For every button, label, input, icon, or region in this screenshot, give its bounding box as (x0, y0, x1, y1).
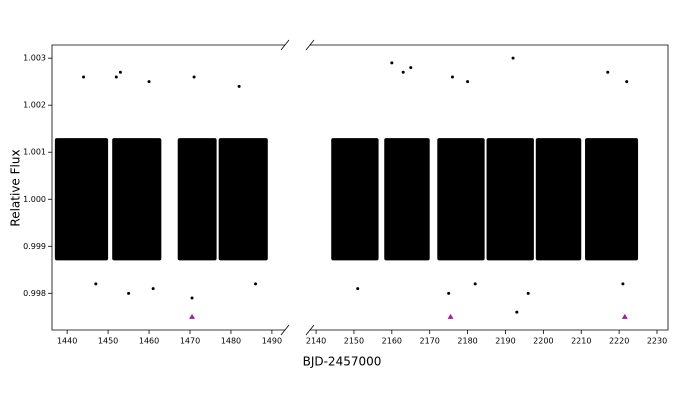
point (254, 282, 258, 286)
point (401, 70, 405, 74)
dense-points (486, 138, 534, 261)
x-tick-label: 1450 (98, 337, 118, 346)
x-tick-label: 1460 (139, 337, 159, 346)
point (237, 84, 241, 88)
point (190, 296, 194, 300)
point (606, 70, 610, 74)
x-tick-label: 2190 (495, 337, 515, 346)
left-panel-frame (51, 44, 285, 331)
x-tick-label: 1470 (180, 337, 200, 346)
dense-points (218, 138, 268, 261)
y-axis-label: Relative Flux (9, 149, 23, 226)
x-tick-label: 1480 (221, 337, 241, 346)
point (118, 70, 122, 74)
point (192, 75, 196, 79)
dense-points (535, 138, 582, 261)
y-tick-label: 0.998 (23, 289, 46, 298)
point (151, 287, 155, 291)
x-tick-label: 2180 (457, 337, 477, 346)
dense-points (384, 138, 430, 261)
x-tick-label: 2220 (609, 337, 629, 346)
point (127, 291, 131, 295)
point (621, 282, 625, 286)
x-tick-label: 2170 (420, 337, 440, 346)
y-tick-label: 1.001 (23, 148, 46, 157)
point (526, 291, 530, 295)
point (473, 282, 477, 286)
point (94, 282, 98, 286)
dense-points (177, 138, 217, 261)
dense-points (54, 138, 109, 261)
x-tick-label: 2150 (344, 337, 364, 346)
x-tick-label: 2210 (571, 337, 591, 346)
right-panel-frame (310, 44, 669, 331)
point (390, 61, 394, 65)
point (447, 291, 451, 295)
x-tick-label: 2230 (647, 337, 667, 346)
point (114, 75, 118, 79)
x-tick-label: 1490 (262, 337, 282, 346)
point (625, 80, 629, 84)
point (356, 287, 360, 291)
y-tick-label: 1.002 (23, 101, 46, 110)
x-tick-label: 1440 (57, 337, 77, 346)
transit-marker (621, 313, 628, 319)
point (450, 75, 454, 79)
y-tick-label: 1.003 (23, 54, 46, 63)
axis-break (280, 39, 315, 336)
point (515, 310, 519, 314)
dense-points (112, 138, 162, 261)
y-tick-label: 0.999 (23, 242, 46, 251)
transit-marker (447, 313, 454, 319)
x-tick-label: 2160 (382, 337, 402, 346)
dense-points (331, 138, 379, 261)
point (82, 75, 86, 79)
point (409, 66, 413, 70)
point (147, 80, 151, 84)
dense-points (437, 138, 485, 261)
dense-points (585, 138, 639, 261)
x-tick-label: 2140 (306, 337, 326, 346)
transit-marker (189, 313, 196, 319)
x-tick-label: 2200 (533, 337, 553, 346)
x-axis-label: BJD-2457000 (303, 355, 382, 369)
point (466, 80, 470, 84)
point (511, 56, 515, 60)
y-tick-label: 1.000 (23, 195, 46, 204)
